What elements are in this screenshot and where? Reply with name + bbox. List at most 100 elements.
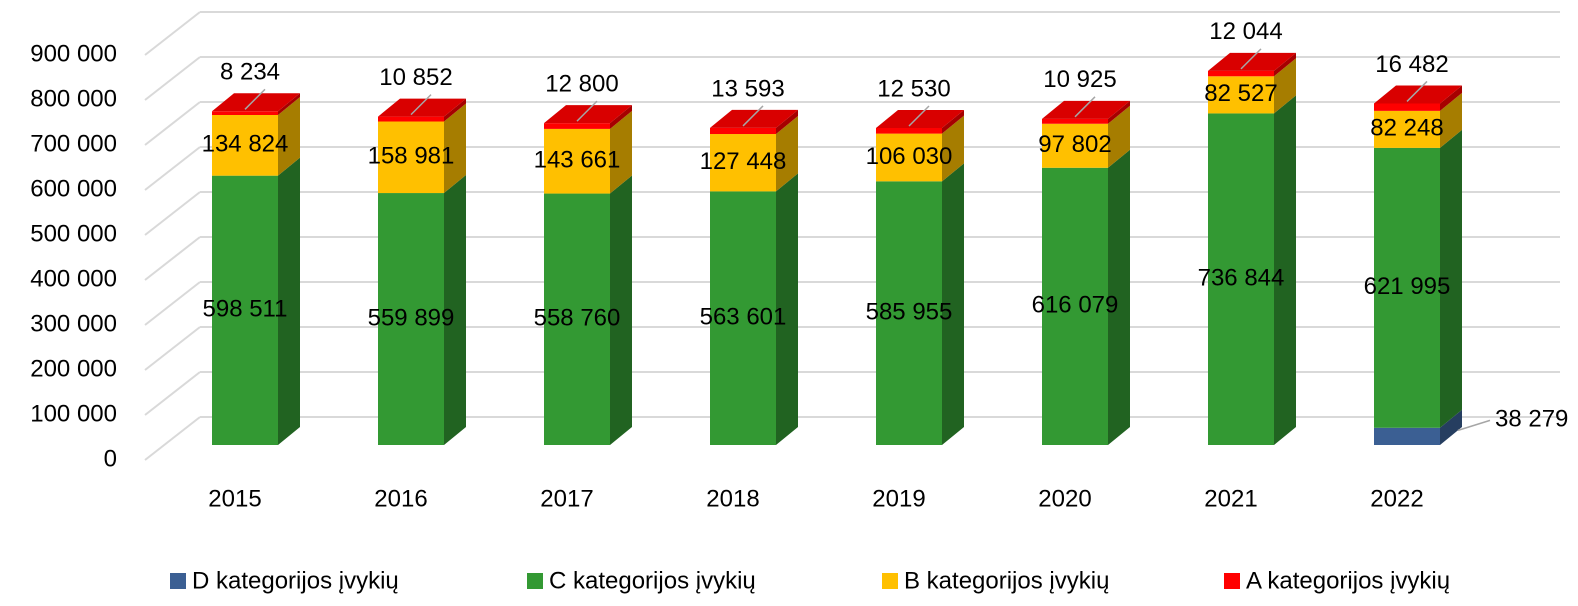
grid-line-side — [144, 236, 201, 281]
bar-segment — [1042, 118, 1108, 124]
y-tick-label: 900 000 — [30, 40, 117, 67]
bar-top — [1042, 100, 1130, 119]
bar-side — [610, 110, 632, 194]
value-label: 158 981 — [368, 143, 455, 170]
x-tick-label: 2022 — [1370, 485, 1423, 512]
bar-side — [1440, 129, 1462, 428]
bar-segment — [212, 175, 278, 445]
bar-segment — [544, 193, 610, 445]
leader-line — [1457, 419, 1491, 432]
x-tick-label: 2017 — [540, 485, 593, 512]
bar-side — [1108, 100, 1130, 124]
y-tick-label: 0 — [104, 445, 117, 472]
value-label: 106 030 — [866, 143, 953, 170]
leader-line — [1074, 96, 1096, 118]
bar-segment — [876, 127, 942, 134]
x-tick-label: 2019 — [872, 485, 925, 512]
bar-top — [378, 98, 466, 117]
legend-label: B kategorijos įvykių — [904, 567, 1109, 594]
value-label: 616 079 — [1032, 292, 1119, 319]
bar-side — [942, 163, 964, 445]
bar-segment — [1042, 167, 1108, 445]
value-label: 558 760 — [534, 305, 621, 332]
bar-side — [610, 175, 632, 446]
bar-segment — [710, 127, 776, 135]
value-label: 736 844 — [1198, 265, 1285, 292]
x-tick-label: 2020 — [1038, 485, 1091, 512]
legend-label: A kategorijos įvykių — [1246, 567, 1450, 594]
bar-side — [1108, 149, 1130, 445]
legend-swatch — [1224, 573, 1240, 589]
leader-line — [1406, 80, 1428, 102]
grid-line-side — [144, 191, 201, 236]
legend-swatch — [527, 573, 543, 589]
bar-side — [776, 116, 798, 192]
grid-line-side — [144, 11, 201, 56]
bar-side — [942, 109, 964, 134]
bar-segment — [1374, 103, 1440, 111]
bar-segment — [544, 128, 610, 194]
y-tick-label: 600 000 — [30, 175, 117, 202]
value-label: 38 279 — [1495, 406, 1568, 433]
bar-segment — [378, 193, 444, 445]
leader-line — [576, 100, 598, 122]
value-label: 127 448 — [700, 148, 787, 175]
y-tick-label: 500 000 — [30, 220, 117, 247]
bar-segment — [876, 181, 942, 445]
bar-side — [444, 175, 466, 445]
value-label: 12 044 — [1209, 18, 1282, 45]
value-label: 12 800 — [545, 70, 618, 97]
y-tick-label: 100 000 — [30, 400, 117, 427]
bar-top — [212, 93, 300, 112]
y-tick-label: 300 000 — [30, 310, 117, 337]
bar-top — [1208, 52, 1296, 71]
bar-segment — [710, 134, 776, 192]
legend-swatch — [882, 573, 898, 589]
bar-side — [776, 173, 798, 445]
grid-line-side — [144, 146, 201, 191]
bar-side — [1440, 85, 1462, 111]
value-label: 10 925 — [1043, 66, 1116, 93]
bar-segment — [1374, 147, 1440, 428]
leader-line — [244, 88, 266, 110]
bar-segment — [212, 114, 278, 176]
bar-segment — [1208, 76, 1274, 114]
bar-top — [710, 109, 798, 128]
grid-line-side — [144, 371, 201, 416]
bar-segment — [1042, 123, 1108, 168]
bar-segment — [1374, 427, 1440, 445]
legend-label: D kategorijos įvykių — [192, 567, 399, 594]
value-label: 134 824 — [202, 131, 289, 158]
x-tick-label: 2015 — [208, 485, 261, 512]
bar-side — [278, 93, 300, 115]
leader-line — [410, 94, 432, 116]
x-tick-label: 2021 — [1204, 485, 1257, 512]
grid-line-side — [144, 416, 201, 461]
bar-side — [942, 115, 964, 182]
value-label: 16 482 — [1375, 51, 1448, 78]
bar-side — [610, 105, 632, 129]
value-label: 143 661 — [534, 147, 621, 174]
bar-segment — [1208, 113, 1274, 445]
y-tick-label: 200 000 — [30, 355, 117, 382]
legend-label: C kategorijos įvykių — [549, 567, 756, 594]
value-label: 82 527 — [1204, 80, 1277, 107]
value-label: 559 899 — [368, 304, 455, 331]
y-tick-label: 700 000 — [30, 130, 117, 157]
bar-segment — [876, 133, 942, 182]
bar-segment — [212, 111, 278, 115]
bar-side — [1274, 58, 1296, 114]
grid-line-side — [144, 326, 201, 371]
value-label: 621 995 — [1364, 273, 1451, 300]
bar-segment — [378, 121, 444, 194]
x-tick-label: 2018 — [706, 485, 759, 512]
value-label: 598 511 — [203, 296, 288, 323]
bar-segment — [544, 123, 610, 129]
bar-side — [1440, 92, 1462, 148]
value-label: 10 852 — [379, 64, 452, 91]
bar-segment — [378, 116, 444, 122]
bar-side — [278, 157, 300, 445]
value-label: 97 802 — [1038, 131, 1111, 158]
bar-side — [1440, 409, 1462, 445]
grid-line-side — [144, 281, 201, 326]
